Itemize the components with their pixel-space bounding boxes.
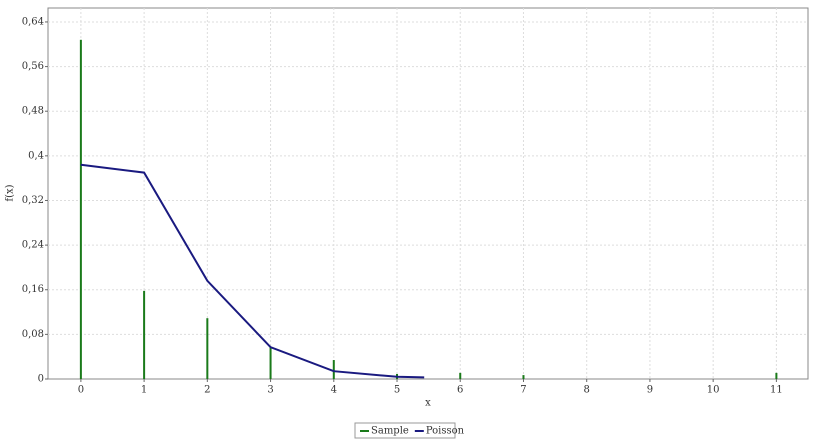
bar [143, 290, 146, 379]
y-tick-label: 0,56 [22, 61, 44, 72]
bar [79, 39, 82, 380]
y-tick-label: 0,24 [22, 240, 44, 251]
bar [459, 372, 462, 379]
plot-area [47, 7, 809, 380]
y-tick-label: 0,16 [22, 284, 44, 295]
y-tick-label: 0,64 [22, 16, 44, 27]
y-tick-label: 0,08 [22, 329, 44, 340]
bar [206, 318, 209, 379]
x-tick-label: 3 [267, 385, 273, 396]
x-tick-label: 8 [584, 385, 590, 396]
legend-label: Poisson [426, 426, 465, 437]
line [80, 163, 425, 379]
x-tick-label: 7 [520, 385, 526, 396]
legend-label: Sample [371, 426, 409, 437]
legend-box [354, 422, 456, 439]
x-tick-label: 1 [141, 385, 147, 396]
x-tick-label: 4 [331, 385, 337, 396]
y-axis-label: f(x) [5, 184, 16, 201]
x-tick-label: 5 [394, 385, 400, 396]
y-tick-label: 0 [38, 374, 44, 385]
bar [522, 375, 525, 379]
bar [332, 360, 335, 379]
x-tick-label: 11 [770, 385, 783, 396]
x-tick-label: 6 [457, 385, 463, 396]
y-tick-label: 0,4 [28, 150, 44, 161]
bar [775, 372, 778, 379]
x-tick-label: 10 [707, 385, 720, 396]
bar [269, 347, 272, 379]
x-tick-label: 0 [78, 385, 84, 396]
y-tick-label: 0,48 [22, 106, 44, 117]
x-tick-label: 2 [204, 385, 210, 396]
x-axis-label: x [425, 398, 431, 409]
x-tick-label: 9 [647, 385, 653, 396]
y-tick-label: 0,32 [22, 195, 44, 206]
